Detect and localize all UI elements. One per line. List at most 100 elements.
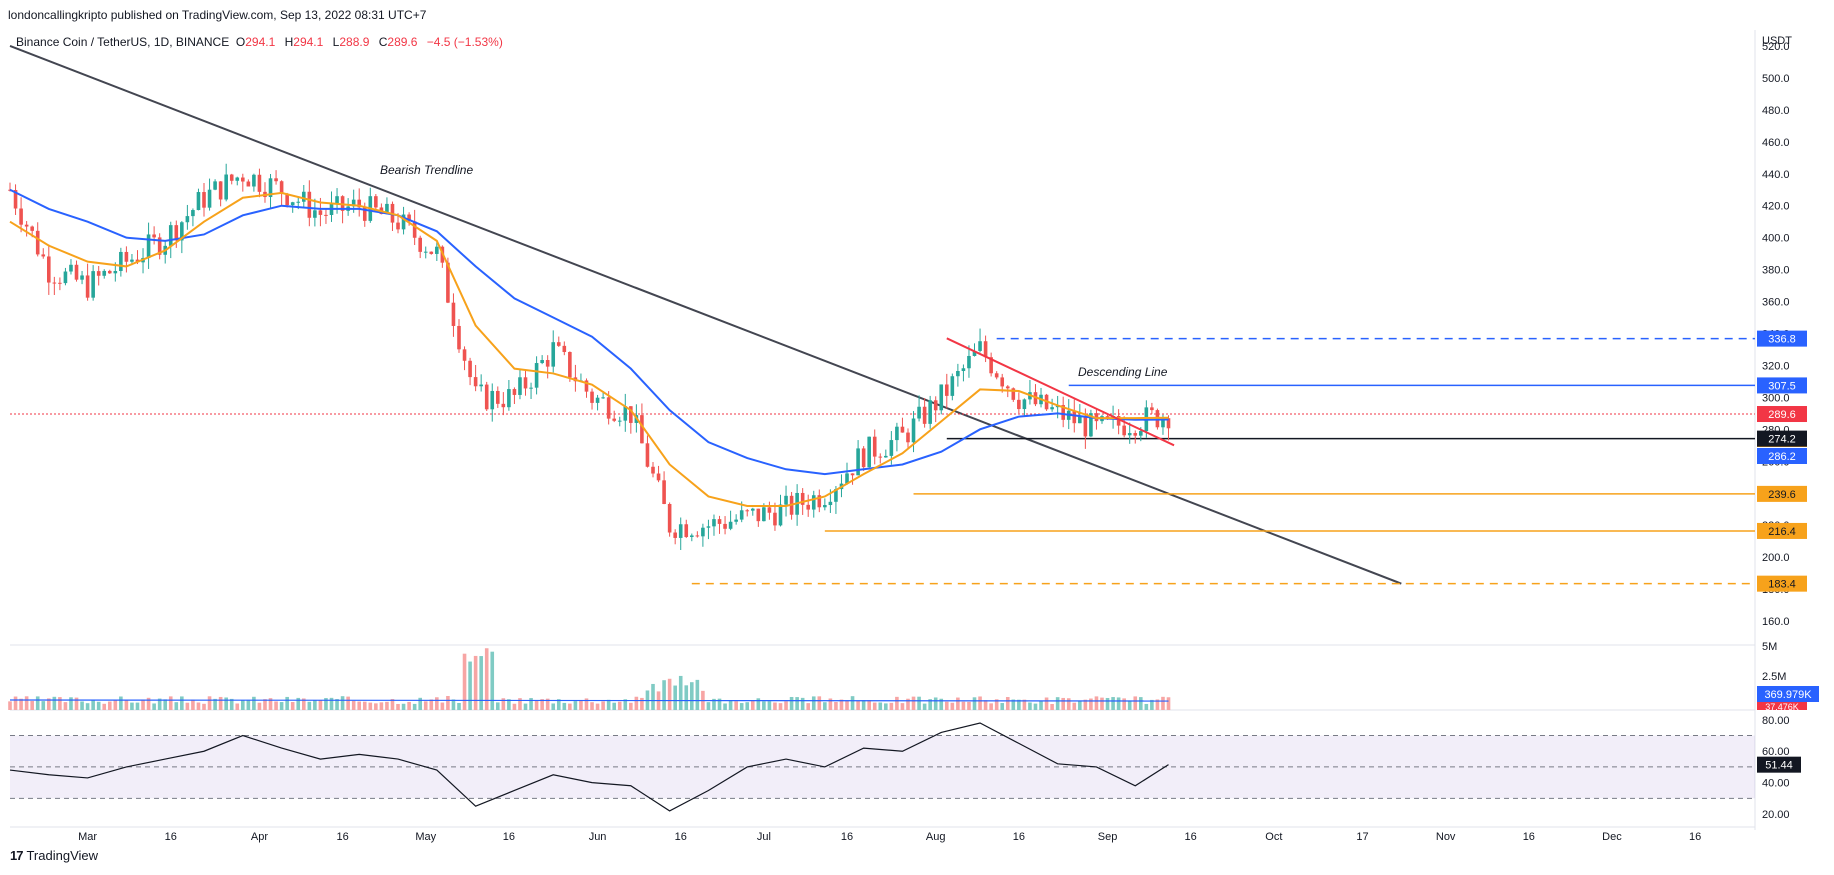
candle-body xyxy=(357,199,362,208)
volume-bar xyxy=(590,702,594,710)
volume-bar xyxy=(202,703,206,710)
volume-bar xyxy=(41,701,46,710)
volume-bar xyxy=(568,703,572,710)
volume-bar xyxy=(329,697,334,710)
volume-bar xyxy=(85,703,90,710)
volume-bar xyxy=(595,703,600,710)
price-badge xyxy=(1757,430,1807,447)
volume-bar xyxy=(950,702,955,710)
candle-body xyxy=(562,345,567,353)
y-tick-label: 360.0 xyxy=(1762,297,1790,309)
volume-bar xyxy=(58,697,62,710)
low-value: 288.9 xyxy=(339,35,370,49)
tradingview-logo-icon: 17 xyxy=(10,848,24,863)
volume-badge-label: 369.979K xyxy=(1764,689,1812,701)
volume-bar xyxy=(229,698,234,710)
volume-bar xyxy=(207,696,212,710)
low-label: L xyxy=(332,35,340,49)
volume-bar xyxy=(423,701,428,710)
volume-bar xyxy=(346,696,350,710)
volume-bar xyxy=(850,696,855,710)
candle-body xyxy=(545,360,550,367)
price-badge xyxy=(1757,448,1807,464)
volume-bar xyxy=(579,700,583,710)
volume-badge-2-label: 37.476K xyxy=(1765,702,1799,712)
volume-bar xyxy=(562,702,567,710)
volume-bar xyxy=(972,697,977,710)
volume-bar xyxy=(834,701,838,710)
publish-header: londoncallingkripto published on Trading… xyxy=(8,8,427,22)
x-tick-label: Oct xyxy=(1265,831,1282,843)
volume-bar xyxy=(174,702,179,710)
candle-body xyxy=(551,342,556,367)
volume-bar xyxy=(678,675,683,710)
candle-body xyxy=(756,508,761,522)
volume-bar xyxy=(800,697,805,710)
candle-body xyxy=(1122,425,1126,436)
volume-bar xyxy=(778,703,783,710)
candle-body xyxy=(374,196,378,208)
volume-bar xyxy=(495,702,500,710)
candle-body xyxy=(640,415,644,444)
rsi-badge-label: 51.44 xyxy=(1765,760,1793,772)
candle-body xyxy=(606,397,611,419)
candle-body xyxy=(41,254,46,257)
volume-bar xyxy=(811,696,816,710)
candle-body xyxy=(933,400,938,411)
volume-bar xyxy=(1017,699,1021,710)
volume-bar xyxy=(63,702,68,710)
candle-body xyxy=(268,178,273,198)
candle-body xyxy=(102,270,107,276)
volume-bar xyxy=(961,701,966,710)
volume-bar xyxy=(213,698,217,710)
volume-bar xyxy=(900,703,905,710)
volume-bar xyxy=(534,700,539,710)
volume-bar xyxy=(168,696,173,710)
x-tick-label: 16 xyxy=(1523,831,1535,843)
candle-body xyxy=(80,275,84,280)
price-badge-label: 216.4 xyxy=(1768,526,1796,538)
candle-body xyxy=(507,389,511,408)
volume-bar xyxy=(584,698,589,710)
candle-body xyxy=(950,376,955,396)
volume-bar xyxy=(479,656,483,710)
volume-bar xyxy=(545,698,550,710)
candle-body xyxy=(446,262,450,303)
candle-body xyxy=(124,251,129,262)
volume-bar xyxy=(141,699,145,710)
volume-bar xyxy=(196,702,201,710)
volume-bar xyxy=(773,702,777,710)
descending-line xyxy=(946,337,1175,447)
candle-body xyxy=(872,436,877,457)
volume-bar xyxy=(734,701,738,710)
price-badge-label: 274.2 xyxy=(1768,434,1796,446)
y-tick-label: 480.0 xyxy=(1762,105,1790,117)
volume-bar xyxy=(191,699,195,710)
volume-bar xyxy=(390,699,395,710)
volume-bar xyxy=(745,702,750,710)
candle-body xyxy=(701,527,705,537)
volume-bar xyxy=(80,701,84,710)
y-tick-label: 440.0 xyxy=(1762,169,1790,181)
volume-bar xyxy=(313,700,317,710)
candle-body xyxy=(595,397,600,403)
candle-body xyxy=(684,524,689,538)
candle-body xyxy=(1005,386,1010,389)
volume-bar xyxy=(739,703,744,710)
ema-fast-line xyxy=(9,191,1169,508)
x-tick-label: Aug xyxy=(926,831,946,843)
candle-body xyxy=(850,473,855,476)
volume-bar xyxy=(340,696,345,710)
volume-bar xyxy=(268,698,273,710)
candle-body xyxy=(462,349,467,361)
volume-bar xyxy=(401,703,406,710)
volume-bar xyxy=(878,702,883,710)
candle-body xyxy=(629,406,633,423)
volume-bar xyxy=(767,701,772,710)
volume-bar xyxy=(490,651,495,710)
candle-body xyxy=(241,177,245,182)
volume-bar xyxy=(845,700,849,710)
x-tick-label: Mar xyxy=(78,831,97,843)
volume-bar xyxy=(828,698,833,710)
